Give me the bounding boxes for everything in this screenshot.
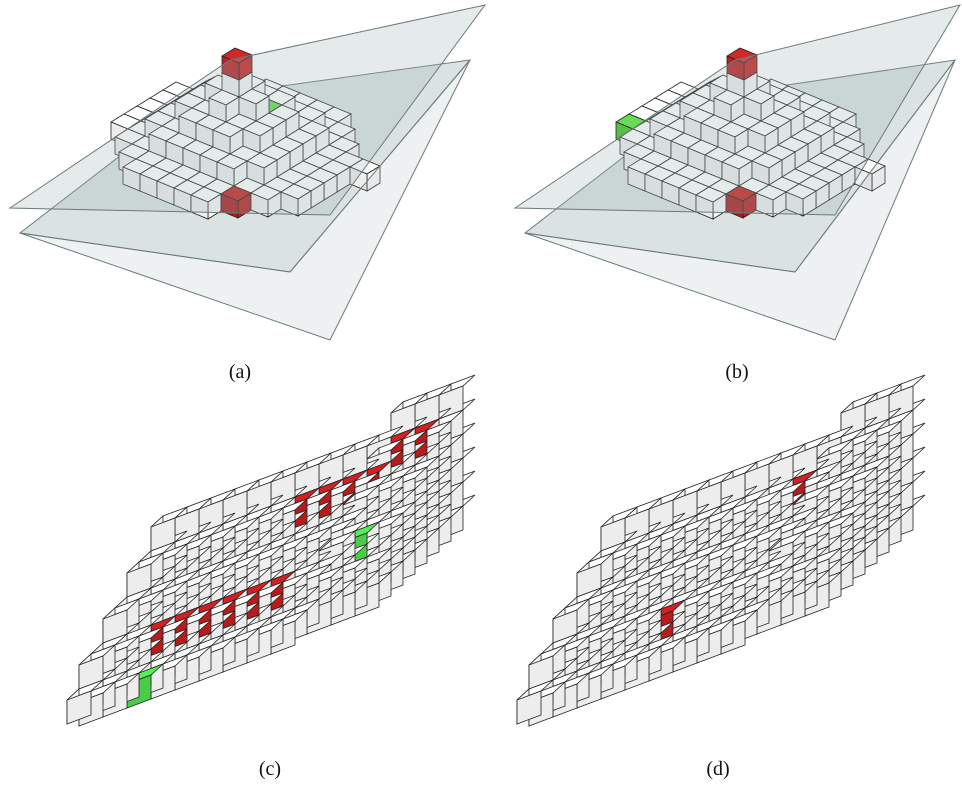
voxel-face [695,194,714,220]
panel-c [66,374,476,727]
plane [513,4,962,216]
voxel-face [516,690,542,725]
caption: (d) [706,758,729,780]
plane [524,59,956,341]
panel-a [18,47,472,273]
panel-b [523,47,957,273]
overlays [8,4,962,341]
voxel-face [66,690,92,725]
voxel-face [725,193,744,219]
caption: (a) [229,361,251,383]
voxel-face [190,194,209,220]
plane [8,4,487,216]
voxel-face [280,191,299,217]
voxel-face [220,193,239,219]
plane [19,59,471,341]
panel-d [516,374,926,727]
caption: (b) [725,361,748,383]
voxel-face [785,191,804,217]
caption: (c) [259,758,281,780]
voxel-face [755,192,774,218]
voxel-face [854,166,873,192]
voxel-face [250,192,269,218]
